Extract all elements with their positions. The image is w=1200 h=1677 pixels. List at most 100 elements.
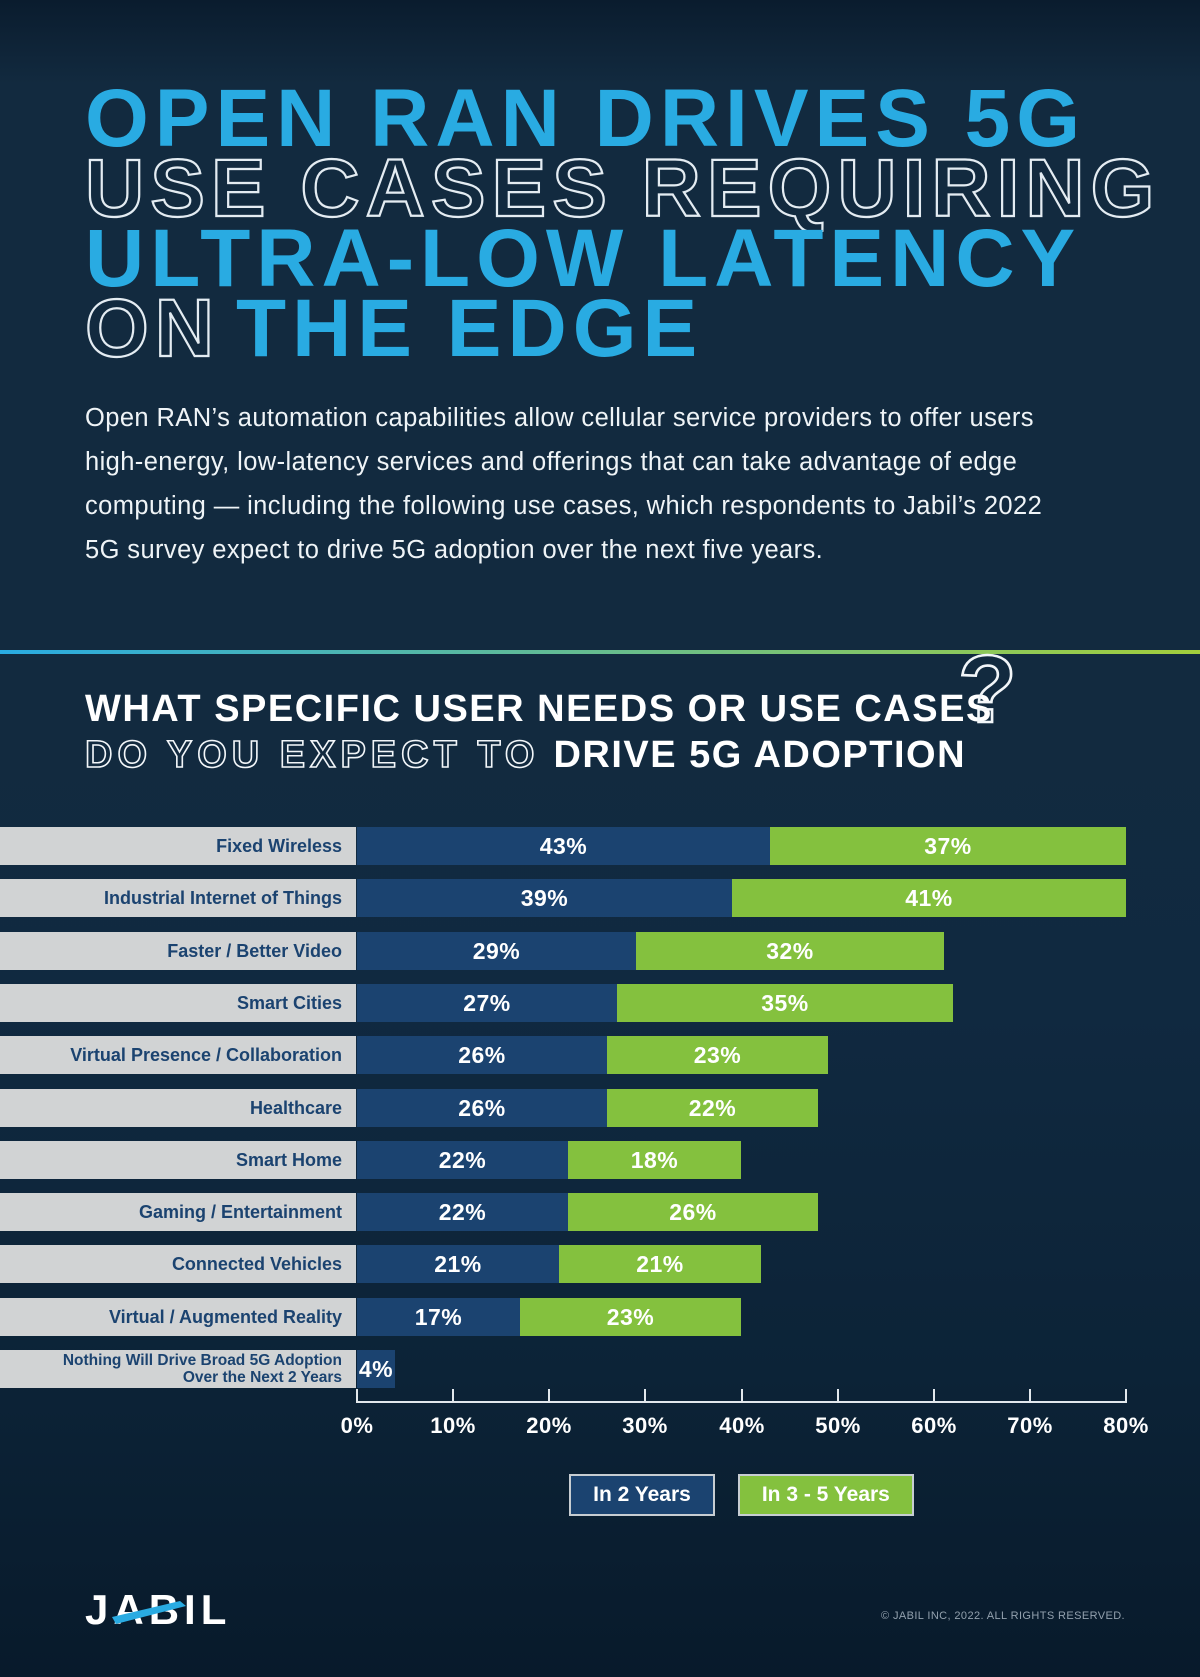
- chart-row: Smart Cities 27% 35%: [0, 984, 1200, 1022]
- bar-value-label: 21%: [636, 1250, 684, 1277]
- category-label: Fixed Wireless: [0, 827, 356, 865]
- axis-tick-label: 20%: [526, 1413, 572, 1438]
- bar-segment-in-2-years: 4%: [357, 1350, 395, 1388]
- axis-tick-label: 60%: [911, 1413, 957, 1438]
- bar-segment-in-3-5-years: 23%: [520, 1298, 741, 1336]
- axis-tick: [548, 1389, 550, 1401]
- bar-value-label: 21%: [434, 1250, 482, 1277]
- chart-row: Industrial Internet of Things 39% 41%: [0, 879, 1200, 917]
- axis-tick: [452, 1389, 454, 1401]
- bar-segment-in-2-years: 43%: [357, 827, 770, 865]
- legend-item: In 2 Years: [569, 1474, 715, 1516]
- bar-segment-in-2-years: 17%: [357, 1298, 520, 1336]
- axis-tick: [1029, 1389, 1031, 1401]
- bar-value-label: 17%: [414, 1303, 463, 1330]
- axis-tick-label: 50%: [815, 1413, 861, 1438]
- chart-row: Faster / Better Video 29% 32%: [0, 932, 1200, 970]
- bar-segment-in-3-5-years: 22%: [607, 1089, 818, 1127]
- divider-line: [0, 650, 1200, 654]
- bar-segment-in-2-years: 29%: [357, 932, 636, 970]
- bar-value-label: 43%: [539, 832, 588, 859]
- chart-legend: In 2 Years In 3 - 5 Years: [357, 1474, 1126, 1516]
- chart-row: Virtual Presence / Collaboration 26% 23%: [0, 1036, 1200, 1074]
- category-label: Smart Home: [0, 1141, 356, 1179]
- bar-value-label: 41%: [905, 884, 953, 911]
- bar-segment-in-2-years: 22%: [357, 1141, 568, 1179]
- axis-tick-label: 10%: [430, 1413, 476, 1438]
- chart-row: Nothing Will Drive Broad 5G Adoption Ove…: [0, 1350, 1200, 1388]
- axis-tick-label: 30%: [622, 1413, 668, 1438]
- title-line-4-solid: THE EDGE: [236, 283, 704, 374]
- bar-value-label: 26%: [458, 1041, 506, 1068]
- bar-value-label: 37%: [924, 832, 972, 859]
- chart-row: Connected Vehicles 21% 21%: [0, 1245, 1200, 1283]
- bar-segment-in-3-5-years: 41%: [732, 879, 1126, 917]
- bar-value-label: 4%: [358, 1355, 394, 1382]
- bar-value-label: 27%: [463, 989, 511, 1016]
- bar-value-label: 39%: [520, 884, 569, 911]
- axis-tick-label: 0%: [340, 1413, 374, 1438]
- title-line-1: OPEN RAN DRIVES 5G: [85, 73, 1087, 164]
- bar-value-label: 22%: [438, 1198, 487, 1225]
- chart-row: Smart Home 22% 18%: [0, 1141, 1200, 1179]
- category-label: Connected Vehicles: [0, 1245, 356, 1283]
- bar-value-label: 22%: [438, 1146, 487, 1173]
- axis-tick: [1125, 1389, 1127, 1401]
- bar-segment-in-2-years: 39%: [357, 879, 732, 917]
- axis-tick: [837, 1389, 839, 1401]
- bar-segment-in-2-years: 22%: [357, 1193, 568, 1231]
- bar-value-label: 18%: [630, 1146, 679, 1173]
- axis-tick: [356, 1389, 358, 1401]
- bar-segment-in-3-5-years: 18%: [568, 1141, 741, 1179]
- title-line-4: ON THE EDGE: [84, 286, 1160, 370]
- bar-value-label: 29%: [472, 937, 521, 964]
- category-label: Faster / Better Video: [0, 932, 356, 970]
- category-label: Virtual Presence / Collaboration: [0, 1036, 356, 1074]
- chart-row: Fixed Wireless 43% 37%: [0, 827, 1200, 865]
- legend-item: In 3 - 5 Years: [737, 1474, 914, 1516]
- axis-tick-label: 40%: [719, 1413, 765, 1438]
- bar-segment-in-2-years: 21%: [357, 1245, 559, 1283]
- bar-value-label: 26%: [458, 1094, 506, 1121]
- title-line-4-outline: ON: [84, 283, 220, 374]
- axis-tick-label: 80%: [1103, 1413, 1149, 1438]
- bar-value-label: 26%: [669, 1198, 717, 1225]
- jabil-logo-swoosh-icon: [112, 1601, 186, 1624]
- bar-segment-in-2-years: 27%: [357, 984, 617, 1022]
- axis-tick: [644, 1389, 646, 1401]
- bar-segment-in-2-years: 26%: [357, 1089, 607, 1127]
- intro-paragraph: Open RAN’s automation capabilities allow…: [85, 404, 1043, 564]
- category-label: Healthcare: [0, 1089, 356, 1127]
- bar-segment-in-3-5-years: 37%: [770, 827, 1126, 865]
- category-label: Virtual / Augmented Reality: [0, 1298, 356, 1336]
- bar-segment-in-2-years: 26%: [357, 1036, 607, 1074]
- axis-tick: [741, 1389, 743, 1401]
- category-label: Nothing Will Drive Broad 5G Adoption Ove…: [0, 1350, 356, 1388]
- title-line-3: ULTRA-LOW LATENCY: [85, 213, 1082, 304]
- page-title: OPEN RAN DRIVES 5G USE CASES REQUIRING U…: [84, 73, 1161, 371]
- bar-value-label: 23%: [693, 1041, 742, 1068]
- axis-tick-label: 70%: [1007, 1413, 1053, 1438]
- bar-segment-in-3-5-years: 35%: [617, 984, 953, 1022]
- category-label: Gaming / Entertainment: [0, 1193, 356, 1231]
- question-line-2-outline: DO YOU EXPECT TO: [84, 733, 540, 777]
- question-mark-icon: ?: [957, 636, 1018, 743]
- axis-tick: [933, 1389, 935, 1401]
- bar-segment-in-3-5-years: 21%: [559, 1245, 761, 1283]
- bar-segment-in-3-5-years: 26%: [568, 1193, 818, 1231]
- bar-segment-in-3-5-years: 23%: [607, 1036, 828, 1074]
- chart-row: Virtual / Augmented Reality 17% 23%: [0, 1298, 1200, 1336]
- jabil-logo: JABIL: [85, 1588, 226, 1632]
- category-label: Smart Cities: [0, 984, 356, 1022]
- bar-value-label: 35%: [761, 989, 809, 1016]
- question-line-1: WHAT SPECIFIC USER NEEDS OR USE CASES: [85, 688, 993, 730]
- bar-value-label: 22%: [688, 1094, 737, 1121]
- copyright-text: © JABIL INC, 2022. ALL RIGHTS RESERVED.: [881, 1610, 1125, 1622]
- x-axis-line: [356, 1401, 1127, 1403]
- chart-row: Gaming / Entertainment 22% 26%: [0, 1193, 1200, 1231]
- question-line-2: DO YOU EXPECT TO DRIVE 5G ADOPTION: [84, 732, 993, 778]
- chart-question-heading: WHAT SPECIFIC USER NEEDS OR USE CASES DO…: [84, 686, 993, 778]
- question-line-2-solid: DRIVE 5G ADOPTION: [553, 734, 967, 776]
- chart-row: Healthcare 26% 22%: [0, 1089, 1200, 1127]
- title-line-2: USE CASES REQUIRING: [84, 143, 1161, 234]
